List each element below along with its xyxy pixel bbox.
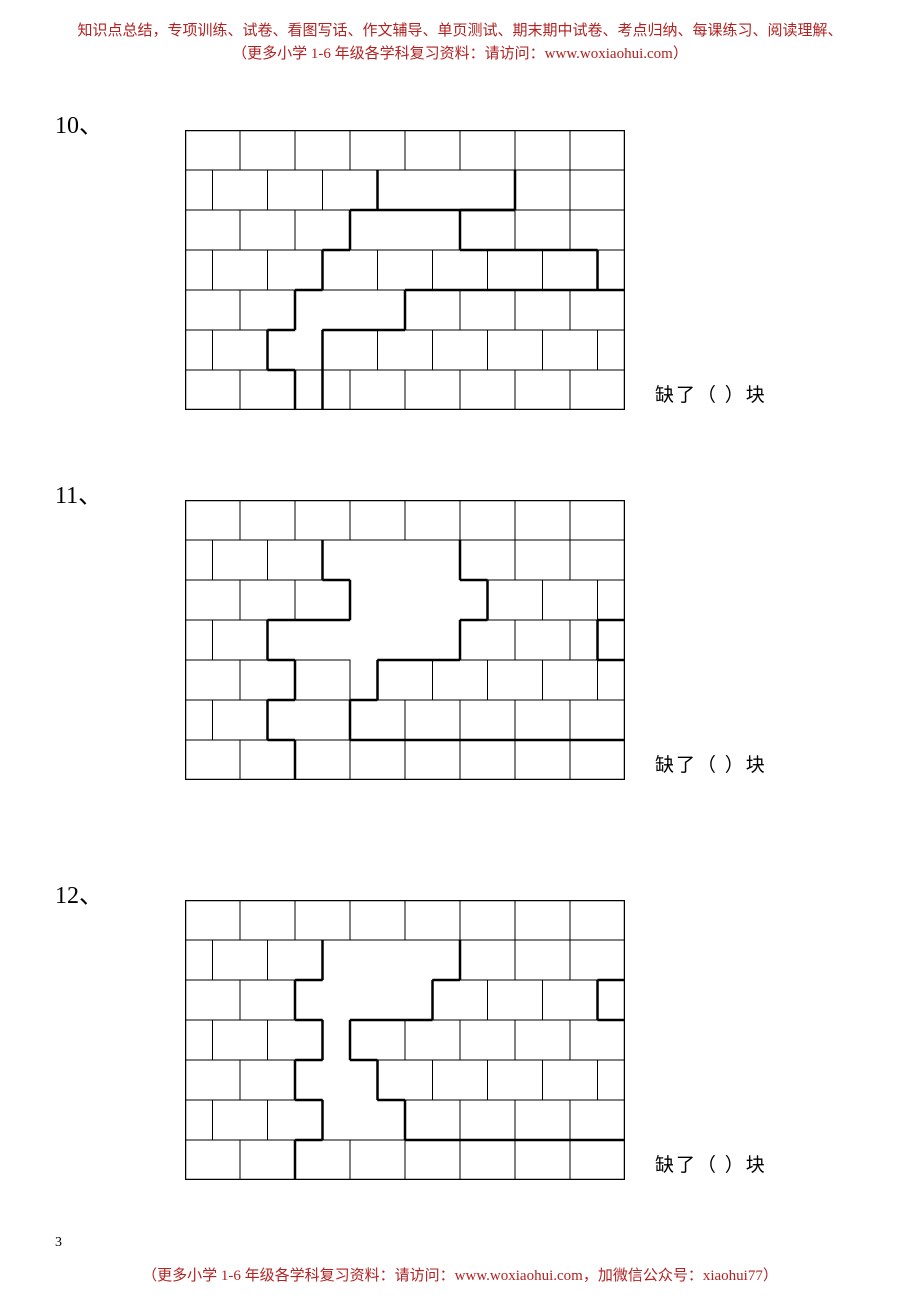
header-line-1: 知识点总结，专项训练、试卷、看图写话、作文辅导、单页测试、期末期中试卷、考点归纳… [0, 20, 920, 43]
problem-number: 12、 [55, 875, 103, 910]
brick-wall-diagram [185, 500, 625, 780]
header-line-2: （更多小学 1-6 年级各学科复习资料：请访问：www.woxiaohui.co… [0, 43, 920, 66]
page-footer: （更多小学 1-6 年级各学科复习资料：请访问：www.woxiaohui.co… [0, 1264, 920, 1285]
brick-wall-diagram [185, 900, 625, 1180]
answer-blank: 缺了（ ）块 [655, 1150, 767, 1177]
page-header: 知识点总结，专项训练、试卷、看图写话、作文辅导、单页测试、期末期中试卷、考点归纳… [0, 0, 920, 65]
brick-wall-diagram [185, 130, 625, 410]
answer-blank: 缺了（ ）块 [655, 750, 767, 777]
answer-blank: 缺了（ ）块 [655, 380, 767, 407]
problem-number: 11、 [55, 475, 102, 510]
problem-number: 10、 [55, 105, 103, 140]
page-number: 3 [55, 1235, 62, 1251]
